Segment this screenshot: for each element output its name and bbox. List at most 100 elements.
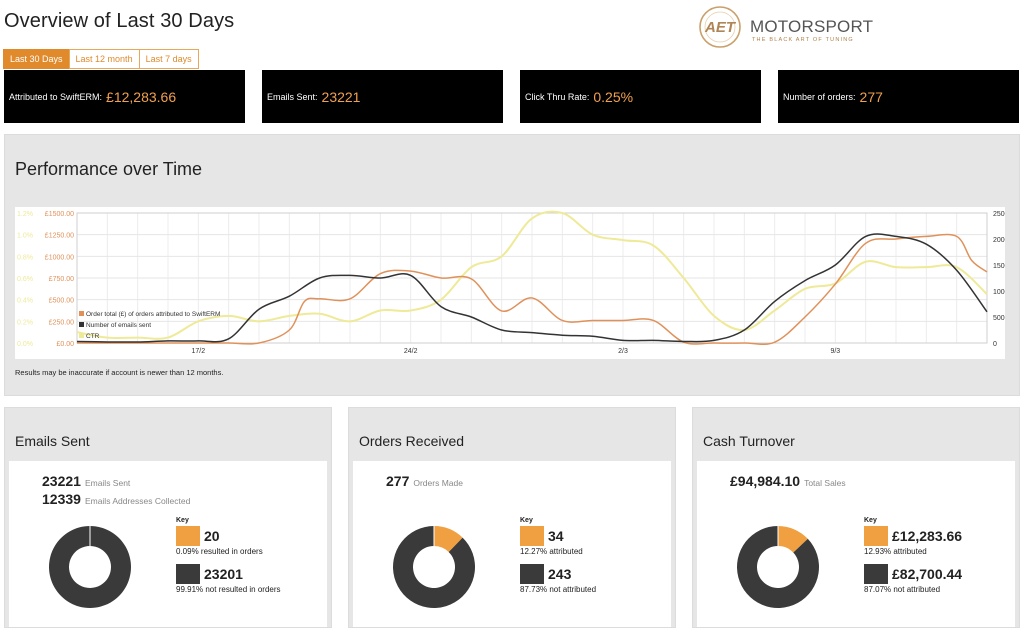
kpi-attributed: Attributed to SwiftERM: £12,283.66 bbox=[4, 70, 245, 123]
key-swatch-orange bbox=[520, 526, 544, 546]
y-left-tick-label: £1250.00 bbox=[45, 233, 74, 240]
y-ctr-tick-label: 0.2% bbox=[17, 319, 33, 326]
brand-logo: AET MOTORSPORT THE BLACK ART OF TUNING bbox=[696, 4, 873, 52]
key-desc-2: 87.73% not attributed bbox=[520, 585, 597, 594]
card-title: Cash Turnover bbox=[703, 433, 795, 449]
svg-text:AET: AET bbox=[704, 19, 737, 36]
key-swatch-orange bbox=[176, 526, 200, 546]
series-line-order-total bbox=[77, 233, 988, 346]
key-swatch-dark bbox=[864, 564, 888, 584]
logo-tagline: THE BLACK ART OF TUNING bbox=[752, 37, 854, 43]
y-right-tick-label: 1500 bbox=[993, 263, 1005, 270]
kpi-label: Number of orders: bbox=[783, 91, 856, 102]
kpi-value: 0.25% bbox=[593, 88, 634, 105]
performance-chart: £0.00 £250.00 £500.00 £750.00 £1000.00 £1250.… bbox=[15, 207, 1009, 359]
x-tick-label: 24/2 bbox=[404, 348, 418, 355]
key-swatch-dark bbox=[176, 564, 200, 584]
date-range-tabs: Last 30 Days Last 12 month Last 7 days bbox=[3, 49, 199, 69]
legend-swatch bbox=[79, 333, 84, 338]
kpi-click-thru-rate: Click Thru Rate: 0.25% bbox=[520, 70, 761, 123]
y-ctr-tick-label: 0.6% bbox=[17, 276, 33, 283]
legend-label: Order total (£) of orders attributed to … bbox=[86, 311, 220, 318]
y-left-tick-label: £250.00 bbox=[49, 319, 74, 326]
card-body: 277 Orders Made Key 34 12.27% attributed … bbox=[353, 461, 671, 627]
y-right-tick-label: 1000 bbox=[993, 289, 1005, 296]
chart-note: Results may be inaccurate if account is … bbox=[15, 368, 224, 377]
tab-last-12-month[interactable]: Last 12 month bbox=[68, 49, 140, 69]
stat-orders-made: 277 Orders Made bbox=[386, 473, 463, 489]
x-tick-label: 9/3 bbox=[830, 348, 840, 355]
stat-total-sales: £94,984.10 Total Sales bbox=[730, 473, 846, 489]
card-body: 23221 Emails Sent 12339 Emails Addresses C… bbox=[9, 461, 327, 627]
key-desc-2: 99.91% not resulted in orders bbox=[176, 585, 281, 594]
card-title: Emails Sent bbox=[15, 433, 90, 449]
legend-swatch bbox=[79, 322, 84, 327]
donut-slice-attributed bbox=[434, 526, 463, 552]
kpi-emails-sent: Emails Sent: 23221 bbox=[262, 70, 503, 123]
stat-emails-sent: 23221 Emails Sent bbox=[42, 473, 131, 489]
y-ctr-tick-label: 1.2% bbox=[17, 211, 33, 218]
card-body: £94,984.10 Total Sales Key £12,283.66 12.… bbox=[697, 461, 1015, 627]
series-line-emails-sent bbox=[76, 233, 988, 343]
y-ctr-tick-label: 0.4% bbox=[17, 298, 33, 305]
kpi-label: Click Thru Rate: bbox=[525, 91, 590, 102]
stat-emails-collected: 12339 Emails Addresses Collected bbox=[42, 491, 191, 507]
performance-title: Performance over Time bbox=[15, 159, 203, 179]
card-cash-turnover: Cash Turnover £94,984.10 Total Sales Key … bbox=[692, 407, 1020, 628]
key-title: Key bbox=[176, 517, 189, 524]
card-title: Orders Received bbox=[359, 433, 465, 449]
logo-wordmark: MOTORSPORT bbox=[750, 17, 874, 36]
performance-chart-svg: £0.00 £250.00 £500.00 £750.00 £1000.00 £1250.… bbox=[17, 210, 1009, 355]
card-emails-sent: Emails Sent 23221 Emails Sent 12339 Emails… bbox=[4, 407, 332, 628]
legend-swatch bbox=[79, 311, 84, 316]
kpi-value: £12,283.66 bbox=[106, 88, 177, 105]
y-left-tick-label: £0.00 bbox=[56, 341, 74, 348]
donut-chart bbox=[737, 526, 819, 608]
y-ctr-tick-label: 0.0% bbox=[17, 341, 33, 348]
kpi-label: Attributed to SwiftERM: bbox=[9, 91, 103, 102]
kpi-number-of-orders: Number of orders: 277 bbox=[778, 70, 1019, 123]
key-swatch-orange bbox=[864, 526, 888, 546]
y-left-tick-label: £750.00 bbox=[49, 276, 74, 283]
y-right-tick-label: 2000 bbox=[993, 237, 1005, 244]
key-value-1: £12,283.66 bbox=[892, 528, 963, 544]
card-orders-received: Orders Received 277 Orders Made Key 34 12… bbox=[348, 407, 676, 628]
tab-last-30-days[interactable]: Last 30 Days bbox=[3, 49, 70, 69]
performance-panel: Performance over Time £0.00 £250.00 £500.0… bbox=[4, 134, 1020, 396]
key-title: Key bbox=[864, 517, 877, 524]
y-right-tick-label: 2500 bbox=[993, 211, 1005, 218]
y-ctr-tick-label: 0.8% bbox=[17, 254, 33, 261]
key-desc-1: 0.09% resulted in orders bbox=[176, 547, 263, 556]
donut-chart bbox=[393, 526, 475, 608]
x-tick-label: 17/2 bbox=[192, 348, 206, 355]
donut-chart bbox=[48, 526, 131, 608]
y-right-tick-label: 500 bbox=[993, 315, 1005, 322]
key-desc-1: 12.93% attributed bbox=[864, 547, 927, 556]
donut-slice-not-attributed bbox=[737, 526, 819, 608]
y-ctr-tick-label: 1.0% bbox=[17, 233, 33, 240]
key-desc-1: 12.27% attributed bbox=[520, 547, 583, 556]
key-value-2: 243 bbox=[548, 566, 572, 582]
plot-frame bbox=[76, 212, 988, 344]
tab-last-7-days[interactable]: Last 7 days bbox=[138, 49, 199, 69]
donut-slice-not-attributed bbox=[48, 526, 131, 608]
key-title: Key bbox=[520, 517, 533, 524]
key-value-2: 23201 bbox=[204, 566, 243, 582]
kpi-label: Emails Sent: bbox=[267, 91, 318, 102]
y-right-tick-label: 0 bbox=[993, 341, 997, 348]
y-left-tick-label: £1000.00 bbox=[45, 254, 74, 261]
key-value-1: 20 bbox=[204, 528, 220, 544]
legend-label: Number of emails sent bbox=[86, 322, 151, 329]
key-value-1: 34 bbox=[548, 528, 564, 544]
legend-label: CTR bbox=[86, 333, 100, 340]
kpi-value: 23221 bbox=[321, 88, 361, 105]
donut-slice-attributed bbox=[778, 526, 808, 553]
key-value-2: £82,700.44 bbox=[892, 566, 963, 582]
x-tick-label: 2/3 bbox=[618, 348, 628, 355]
kpi-value: 277 bbox=[859, 88, 883, 105]
key-swatch-dark bbox=[520, 564, 544, 584]
page-title: Overview of Last 30 Days bbox=[4, 10, 235, 32]
y-left-tick-label: £1500.00 bbox=[45, 211, 74, 218]
key-desc-2: 87.07% not attributed bbox=[864, 585, 941, 594]
donut-slice-not-attributed bbox=[393, 526, 475, 608]
